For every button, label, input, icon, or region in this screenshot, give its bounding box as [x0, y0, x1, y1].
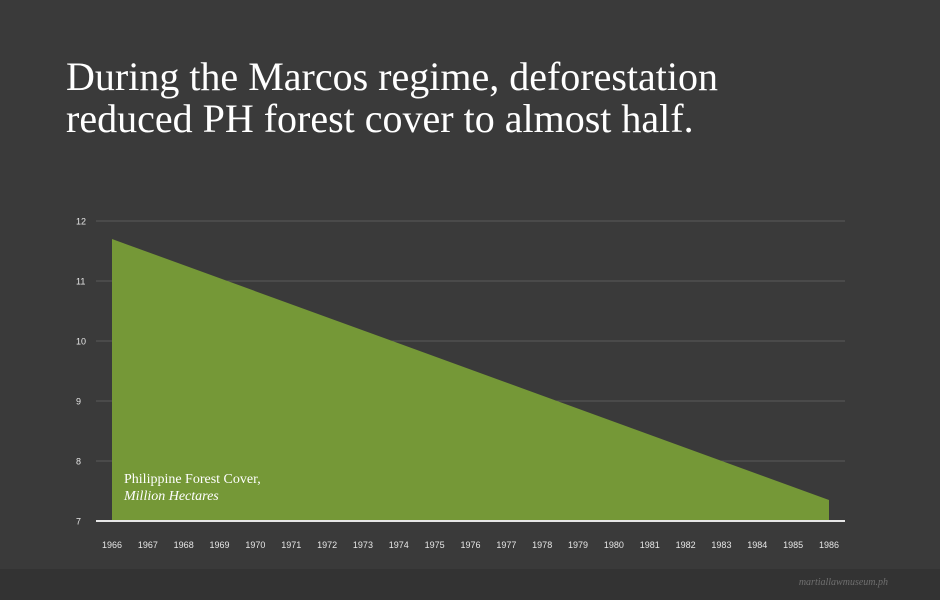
x-axis-ticks: 1966 1967 1968 1969 1970 1971 1972 1973 1974 1975…: [102, 540, 839, 550]
x-tick-label-1986: 1986: [819, 540, 839, 550]
title-line-2: reduced PH forest cover to almost half.: [66, 96, 694, 141]
x-tick-label-1972: 1972: [317, 540, 337, 550]
x-tick-label-1967: 1967: [138, 540, 158, 550]
y-tick-label-9: 9: [76, 397, 81, 407]
x-tick-label-1966: 1966: [102, 540, 122, 550]
series-label-group: Philippine Forest Cover, Million Hectares: [123, 472, 261, 504]
x-tick-label-1971: 1971: [281, 540, 301, 550]
y-tick-label-11: 11: [76, 277, 85, 287]
title-line-1: During the Marcos regime, deforestation: [66, 54, 719, 99]
forest-cover-area: [112, 239, 829, 521]
x-tick-label-1977: 1977: [496, 540, 516, 550]
x-tick-label-1985: 1985: [783, 540, 803, 550]
area-layer: [96, 239, 845, 522]
y-tick-label-10: 10: [76, 337, 86, 347]
x-tick-label-1968: 1968: [174, 540, 194, 550]
x-tick-label-1969: 1969: [210, 540, 230, 550]
x-tick-label-1983: 1983: [711, 540, 731, 550]
x-tick-label-1979: 1979: [568, 540, 588, 550]
x-tick-label-1980: 1980: [604, 540, 624, 550]
x-tick-label-1981: 1981: [640, 540, 660, 550]
y-tick-label-7: 7: [76, 517, 81, 527]
y-tick-label-12: 12: [76, 217, 86, 227]
x-tick-label-1984: 1984: [747, 540, 767, 550]
x-tick-label-1976: 1976: [460, 540, 480, 550]
footer-bar: martiallawmuseum.ph: [0, 569, 940, 600]
chart-title: During the Marcos regime, deforestation …: [66, 56, 906, 140]
series-unit-label: Million Hectares: [123, 489, 219, 504]
x-tick-label-1982: 1982: [676, 540, 696, 550]
series-label: Philippine Forest Cover,: [124, 472, 261, 487]
x-tick-label-1973: 1973: [353, 540, 373, 550]
y-tick-label-8: 8: [76, 457, 81, 467]
x-tick-label-1978: 1978: [532, 540, 552, 550]
x-tick-label-1975: 1975: [425, 540, 445, 550]
y-axis-ticks: 7 8 9 10 11 12: [76, 217, 86, 527]
x-tick-label-1974: 1974: [389, 540, 409, 550]
x-tick-label-1970: 1970: [245, 540, 265, 550]
footer-credit: martiallawmuseum.ph: [798, 577, 888, 588]
